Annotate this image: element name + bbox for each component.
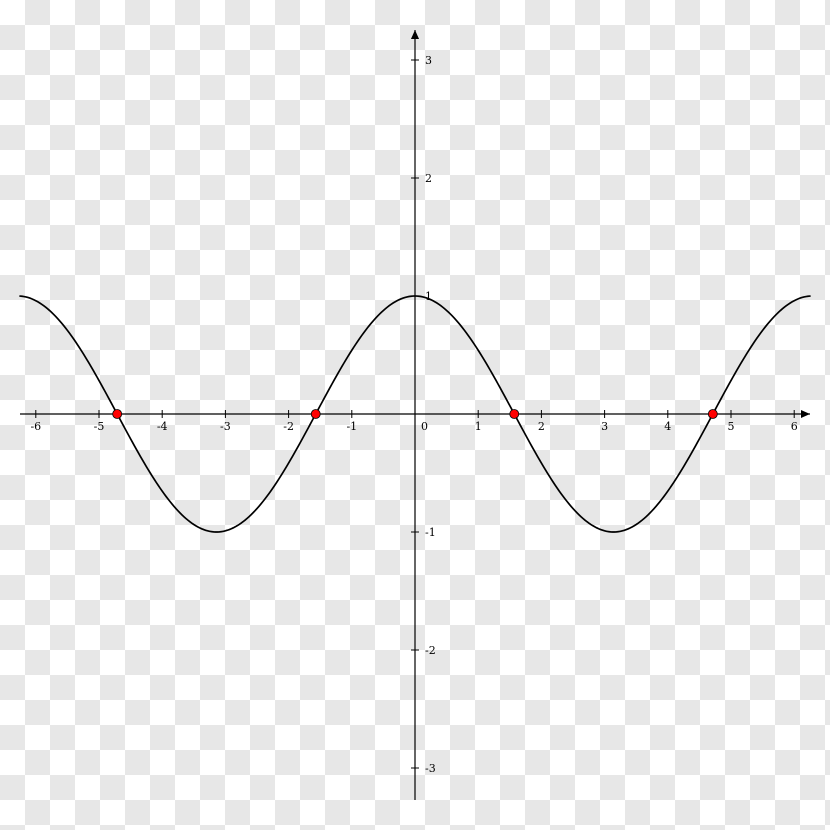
y-tick-label: -1 <box>425 526 436 539</box>
x-tick-label: -5 <box>94 420 105 433</box>
x-tick-label: 0 <box>421 420 428 433</box>
y-tick-label: -3 <box>425 762 436 775</box>
x-tick-label: 5 <box>728 420 735 433</box>
x-tick-label: 4 <box>664 420 671 433</box>
cosine-plot: -6 -5 -4 -3 -2 -1 0 1 2 3 4 5 6 -3 -2 -1 1 2 3 <box>0 0 830 830</box>
x-axis-arrow <box>801 410 810 418</box>
x-tick-label: 3 <box>601 420 608 433</box>
y-tick-label: 3 <box>425 54 432 67</box>
x-tick-label: -1 <box>346 420 357 433</box>
y-tick-label: 2 <box>425 172 432 185</box>
x-tick-label: -2 <box>283 420 294 433</box>
x-tick-label: -4 <box>157 420 168 433</box>
y-tick-label: -2 <box>425 644 436 657</box>
x-tick-label: -3 <box>220 420 231 433</box>
x-tick-label: 6 <box>791 420 798 433</box>
zero-marker <box>708 410 717 419</box>
zero-marker <box>311 410 320 419</box>
x-tick-label: -6 <box>30 420 41 433</box>
x-tick-label: 2 <box>538 420 545 433</box>
zero-marker <box>113 410 122 419</box>
y-tick-label: 1 <box>425 290 432 303</box>
y-axis-arrow <box>411 30 419 39</box>
x-tick-label: 1 <box>475 420 482 433</box>
zero-marker <box>510 410 519 419</box>
chart-stage: -6 -5 -4 -3 -2 -1 0 1 2 3 4 5 6 -3 -2 -1 1 2 3 <box>0 0 830 830</box>
